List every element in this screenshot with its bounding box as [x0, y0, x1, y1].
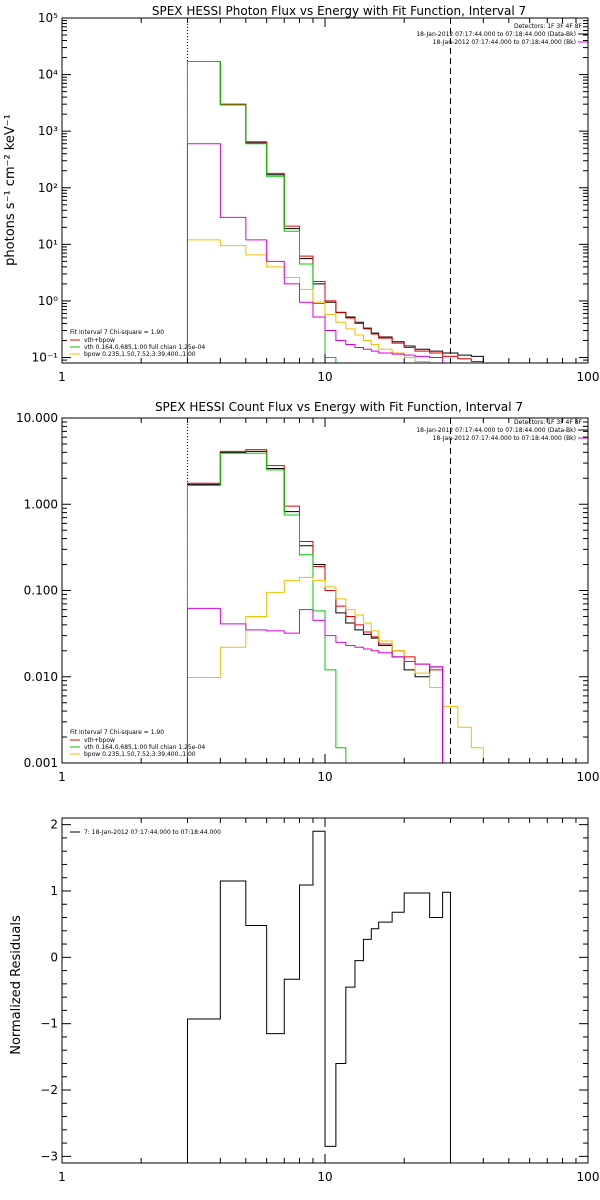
y-tick-label: 2 — [50, 818, 58, 832]
y-tick-label: 10.000 — [16, 411, 58, 425]
series-total-step-line — [186, 830, 451, 1163]
y-tick-label: 10¹ — [38, 237, 58, 251]
series-vth-step-line — [186, 452, 356, 763]
y-tick-label: 10⁻¹ — [32, 351, 59, 365]
count-fit-legend: Fit Interval 7 Chi-square = 1.90 vth+bpo… — [70, 729, 205, 758]
x-tick-label: 10 — [317, 1170, 332, 1184]
y-tick-label: 1.000 — [24, 497, 58, 511]
photon-flux-y-axis-label: photons s⁻¹ cm⁻² keV⁻¹ — [3, 114, 18, 266]
y-tick-label: 0.100 — [24, 584, 58, 598]
y-tick-label: 10⁵ — [38, 11, 58, 25]
residuals-y-axis-label: Normalized Residuals — [9, 915, 24, 1055]
y-tick-label: 10⁴ — [38, 68, 58, 82]
fit-legend-header: Fit Interval 7 Chi-square = 1.90 — [70, 329, 164, 336]
fit-legend-bpow: bpow 0.235,1.50,7.52,3.39,400.,1.00 — [84, 351, 196, 358]
residuals-legend-label: 7: 18-Jan-2012 07:17:44.000 to 07:18:44.… — [84, 829, 221, 836]
photon-flux-info: Detectors: 1F 3F 4F 8F 18-Jan-2012 07:17… — [416, 23, 588, 46]
photon-flux-title: SPEX HESSI Photon Flux vs Energy with Fi… — [152, 4, 526, 18]
series-bk-step-line — [186, 607, 444, 763]
y-tick-label: 10⁰ — [38, 294, 58, 308]
data-bk-time-label: 18-Jan-2012 07:17:44.000 to 07:18:44.000… — [416, 31, 576, 38]
fit-legend-vth: vth 0.164,0.685,1.00 full chian 1.25e-04 — [84, 344, 205, 351]
count-flux-title: SPEX HESSI Count Flux vs Energy with Fit… — [155, 400, 523, 414]
series-fit_total-step-line — [186, 61, 484, 363]
y-tick-label: −1 — [40, 1017, 58, 1031]
fit-legend-header: Fit Interval 7 Chi-square = 1.90 — [70, 729, 164, 736]
series-bk-step-line — [186, 143, 444, 363]
detectors-label: Detectors: 1F 3F 4F 8F — [514, 23, 583, 30]
y-tick-label: −2 — [40, 1083, 58, 1097]
y-tick-label: 10³ — [38, 124, 58, 138]
detectors-label: Detectors: 1F 3F 4F 8F — [514, 419, 583, 426]
x-tick-label: 100 — [577, 770, 600, 784]
x-tick-label: 100 — [577, 370, 600, 384]
x-tick-label: 100 — [577, 1170, 600, 1184]
x-tick-label: 1 — [58, 770, 66, 784]
fit-legend-total: vth+bpow — [84, 737, 115, 744]
y-tick-label: −3 — [40, 1149, 58, 1163]
series-bpow-step-line — [186, 576, 498, 763]
bk-time-label: 18-Jan-2012 07:17:44.000 to 07:18:44.000… — [433, 39, 576, 46]
residuals-legend: 7: 18-Jan-2012 07:17:44.000 to 07:18:44.… — [70, 829, 221, 836]
x-tick-label: 10 — [317, 370, 332, 384]
fit-legend-bpow: bpow 0.235,1.50,7.52,3.39,400.,1.00 — [84, 751, 196, 758]
x-tick-label: 10 — [317, 770, 332, 784]
x-tick-label: 1 — [58, 1170, 66, 1184]
fit-legend-vth: vth 0.164,0.685,1.00 full chian 1.25e-04 — [84, 744, 205, 751]
count-flux-panel: SPEX HESSI Count Flux vs Energy with Fit… — [16, 400, 599, 784]
series-bpow-step-line — [186, 239, 484, 363]
photon-fit-legend: Fit Interval 7 Chi-square = 1.90 vth+bpo… — [70, 329, 205, 358]
data-bk-time-label: 18-Jan-2012 07:17:44.000 to 07:18:44.000… — [416, 427, 576, 434]
residuals-panel: Normalized Residuals 7: 18-Jan-2012 07:1… — [9, 817, 600, 1184]
fit-legend-total: vth+bpow — [84, 337, 115, 344]
y-tick-label: 0.001 — [24, 756, 58, 770]
x-tick-label: 1 — [58, 370, 66, 384]
bk-time-label: 18-Jan-2012 07:17:44.000 to 07:18:44.000… — [433, 435, 576, 442]
series-total-step-line — [186, 61, 484, 363]
y-tick-label: 10² — [38, 181, 58, 195]
series-vth-step-line — [186, 61, 364, 363]
y-tick-label: 0 — [50, 950, 58, 964]
y-tick-label: 1 — [50, 884, 58, 898]
count-flux-info: Detectors: 1F 3F 4F 8F 18-Jan-2012 07:17… — [416, 419, 588, 442]
photon-flux-panel: SPEX HESSI Photon Flux vs Energy with Fi… — [3, 4, 599, 384]
y-tick-label: 0.010 — [24, 670, 58, 684]
